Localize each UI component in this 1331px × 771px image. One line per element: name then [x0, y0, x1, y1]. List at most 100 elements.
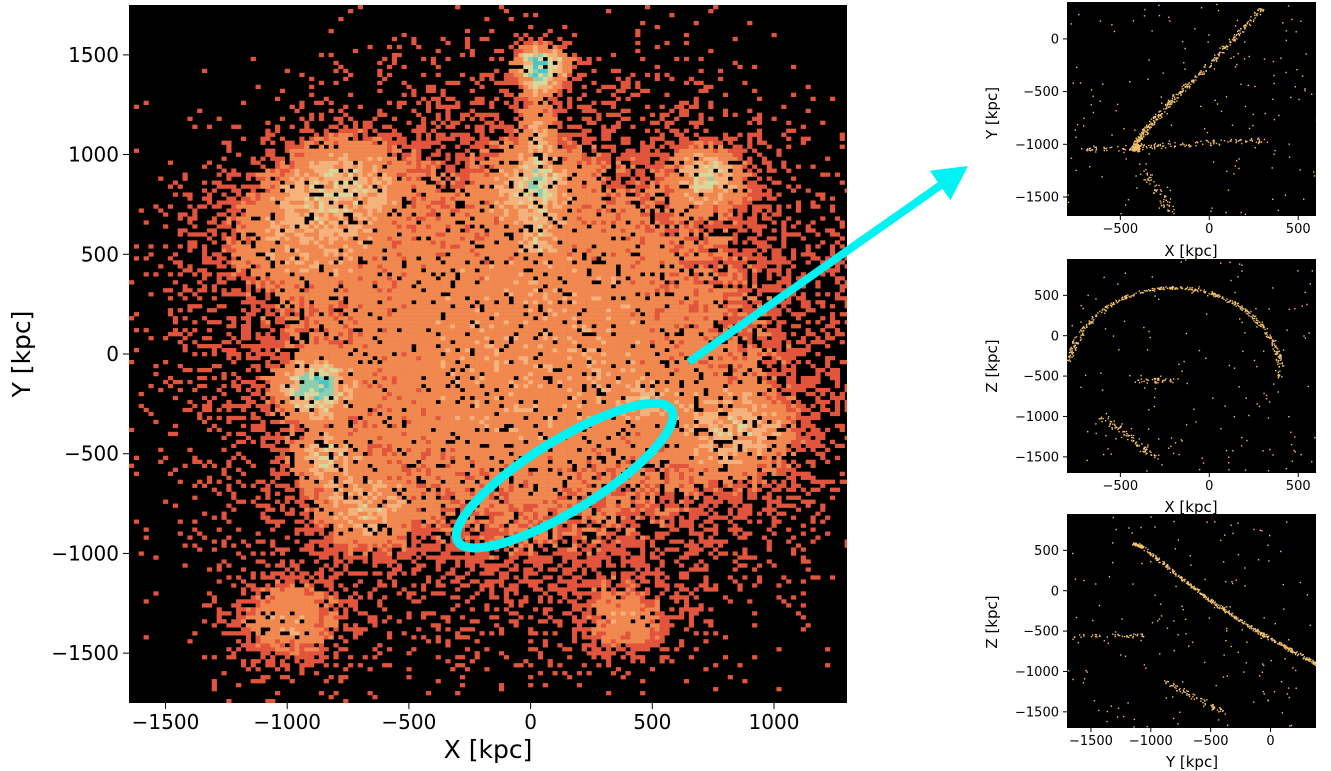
- heatmap-cell: [430, 172, 436, 177]
- heatmap-cell: [318, 523, 325, 528]
- heatmap-cell: [328, 336, 334, 341]
- heatmap-cell: [265, 491, 271, 496]
- heatmap-cell: [406, 320, 412, 325]
- heatmap-cell: [289, 575, 295, 580]
- heatmap-cell: [357, 164, 363, 169]
- heatmap-cell: [153, 272, 159, 277]
- heatmap-cell: [445, 431, 451, 437]
- heatmap-cell: [386, 296, 393, 301]
- heatmap-cell: [348, 344, 354, 349]
- heatmap-cell: [153, 371, 159, 377]
- heatmap-cell: [216, 615, 222, 620]
- heatmap-cell: [318, 248, 325, 253]
- heatmap-cell: [299, 375, 305, 381]
- heatmap-cell: [250, 607, 256, 612]
- heatmap-cell: [343, 316, 349, 321]
- heatmap-cell: [255, 587, 261, 592]
- heatmap-cell: [289, 487, 295, 492]
- heatmap-cell: [260, 511, 266, 516]
- heatmap-cell: [425, 499, 432, 504]
- heatmap-cell: [377, 451, 383, 457]
- heatmap-cell: [391, 304, 398, 309]
- heatmap-cell: [216, 579, 222, 584]
- heatmap-cell: [445, 280, 451, 285]
- heatmap-cell: [357, 555, 363, 560]
- heatmap-cell: [294, 260, 300, 265]
- heatmap-cell: [421, 503, 427, 508]
- heatmap-cell: [421, 399, 427, 405]
- heatmap-cell: [367, 340, 373, 345]
- heatmap-cell: [352, 387, 359, 393]
- heatmap-cell: [401, 208, 407, 213]
- heatmap-cell: [343, 675, 349, 680]
- heatmap-cell: [382, 112, 388, 117]
- heatmap-cell: [270, 284, 276, 289]
- heatmap-cell: [362, 148, 368, 153]
- heatmap-cell: [445, 348, 451, 353]
- heatmap-cell: [425, 308, 432, 313]
- heatmap-cell: [391, 300, 398, 305]
- heatmap-cell: [197, 367, 203, 373]
- heatmap-cell: [328, 276, 334, 281]
- heatmap-cell: [279, 403, 286, 409]
- heatmap-cell: [425, 136, 432, 141]
- heatmap-cell: [221, 559, 227, 564]
- heatmap-cell: [313, 403, 320, 409]
- heatmap-cell: [279, 244, 286, 249]
- heatmap-cell: [275, 363, 281, 369]
- heatmap-cell: [255, 427, 261, 433]
- heatmap-cell: [323, 244, 329, 249]
- heatmap-cell: [406, 519, 412, 524]
- heatmap-cell: [450, 184, 456, 189]
- heatmap-cell: [391, 328, 398, 333]
- heatmap-cell: [245, 252, 251, 257]
- heatmap-cell: [357, 399, 363, 405]
- heatmap-cell: [357, 5, 363, 10]
- heatmap-cell: [445, 336, 451, 341]
- heatmap-cell: [382, 595, 388, 600]
- heatmap-cell: [386, 419, 393, 425]
- heatmap-cell: [270, 619, 276, 624]
- heatmap-cell: [163, 359, 169, 365]
- heatmap-cell: [382, 455, 388, 460]
- heatmap-cell: [221, 383, 227, 389]
- heatmap-cell: [318, 367, 325, 373]
- heatmap-cell: [294, 651, 300, 656]
- heatmap-cell: [333, 212, 339, 217]
- heatmap-cell: [260, 559, 266, 564]
- heatmap-cell: [440, 363, 446, 369]
- heatmap-cell: [362, 439, 368, 445]
- heatmap-cell: [382, 320, 388, 325]
- heatmap-cell: [260, 679, 266, 684]
- heatmap-cell: [323, 132, 329, 137]
- heatmap-cell: [250, 196, 256, 201]
- heatmap-cell: [445, 375, 451, 381]
- heatmap-cell: [197, 232, 203, 237]
- heatmap-cell: [367, 495, 373, 500]
- heatmap-cell: [455, 595, 461, 600]
- heatmap-cell: [377, 491, 383, 496]
- heatmap-cell: [435, 296, 441, 301]
- heatmap-cell: [396, 487, 402, 492]
- heatmap-cell: [357, 208, 363, 213]
- heatmap-cell: [435, 479, 441, 484]
- heatmap-cell: [265, 635, 271, 640]
- heatmap-cell: [435, 567, 441, 572]
- heatmap-cell: [294, 284, 300, 289]
- heatmap-cell: [416, 136, 422, 141]
- heatmap-cell: [202, 407, 208, 413]
- heatmap-cell: [275, 276, 281, 281]
- heatmap-cell: [367, 276, 373, 281]
- heatmap-cell: [416, 332, 422, 337]
- heatmap-cell: [231, 264, 237, 269]
- heatmap-cell: [299, 260, 305, 265]
- heatmap-cell: [167, 256, 174, 261]
- heatmap-cell: [323, 164, 329, 169]
- heatmap-cell: [372, 144, 378, 149]
- heatmap-cell: [406, 403, 412, 409]
- heatmap-cell: [343, 479, 349, 484]
- heatmap-cell: [391, 455, 398, 460]
- heatmap-cell: [338, 188, 344, 193]
- heatmap-cell: [421, 475, 427, 480]
- heatmap-cell: [313, 511, 320, 516]
